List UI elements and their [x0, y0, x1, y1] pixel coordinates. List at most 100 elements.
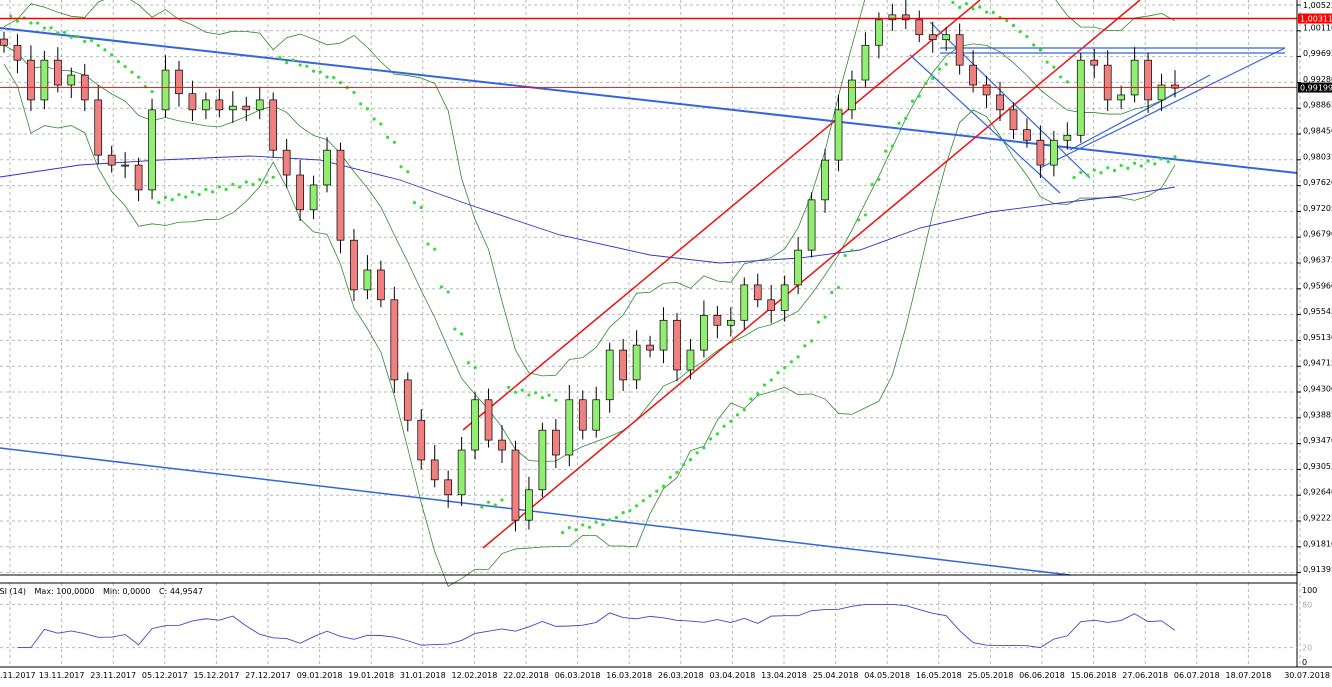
sar-dot [325, 75, 329, 79]
triangle-line-1 [1039, 47, 1286, 169]
candle-body [901, 14, 910, 21]
rsi-current: C: 44,9547 [159, 587, 203, 596]
sar-dot [1166, 160, 1170, 164]
candle-body [861, 44, 870, 81]
sar-dot [796, 355, 800, 359]
date-tick-label: 16.03.2018 [606, 671, 652, 680]
candle-body [1009, 109, 1018, 131]
sar-dot [466, 361, 470, 365]
sar-dot [803, 344, 807, 348]
sar-dot [614, 515, 619, 520]
sar-dot [237, 185, 242, 189]
sar-dot [991, 10, 995, 15]
sar-dot [1153, 162, 1157, 166]
candle-body [726, 319, 735, 326]
price-tick-label: 0,96375 [1303, 256, 1332, 265]
sar-dot [399, 165, 403, 169]
candle-body [350, 239, 358, 291]
sar-dot [729, 419, 733, 423]
date-tick-label: 27.12.2017 [245, 671, 291, 680]
candle-body [309, 184, 318, 211]
sar-dot [695, 451, 699, 455]
sar-dot [735, 413, 740, 417]
date-tick-label: 25.05.2018 [967, 671, 1013, 680]
sar-dot [1045, 60, 1049, 64]
sar-dot [917, 94, 921, 98]
sar-dot [460, 332, 464, 336]
sar-dot [493, 503, 497, 507]
sar-dot [1052, 65, 1056, 69]
sar-dot [365, 107, 370, 111]
sar-dot [1085, 173, 1090, 177]
rsi-tick-label: 20 [1302, 644, 1312, 653]
sar-dot [433, 247, 437, 251]
sar-dot [1139, 164, 1143, 168]
sar-dot [285, 61, 289, 65]
candle-body [942, 34, 951, 41]
sar-dot [419, 205, 423, 210]
sar-dot [621, 510, 625, 515]
trendlines[interactable] [0, 0, 1298, 576]
date-tick-label: 13.04.2018 [761, 671, 807, 680]
candle-body [13, 44, 22, 61]
sar-dot [224, 187, 228, 191]
candle-body [767, 299, 776, 311]
date-tick-label: 27.06.2018 [1122, 671, 1168, 680]
candle-body [498, 439, 506, 451]
candle-body [323, 149, 331, 186]
candle-body [161, 69, 170, 111]
sar-dot [836, 285, 841, 290]
price-tick-label: 0,99695 [1303, 49, 1332, 58]
sar-dot [103, 48, 107, 52]
sar-dot [816, 320, 820, 324]
sar-dot [958, 5, 962, 10]
candle-body [578, 399, 587, 431]
sar-dot [1092, 168, 1096, 172]
sar-dot [709, 437, 713, 441]
sar-dot [944, 62, 948, 66]
bollinger-upper [3, 0, 1176, 377]
sar-dot [937, 67, 942, 71]
sar-dot [1065, 80, 1069, 84]
horizontal-levels[interactable]: 1,00311 0,99199 [0, 13, 1332, 93]
sar-dot [453, 327, 457, 331]
sar-dot [1146, 159, 1150, 163]
sar-dot [62, 30, 67, 34]
candle-body [1050, 139, 1058, 166]
candle-body [121, 164, 129, 167]
sar-dot [668, 475, 672, 479]
candle-body [67, 74, 76, 86]
price-tick-label: 0,91395 [1303, 565, 1332, 574]
date-tick-label: 18.07.2018 [1225, 671, 1271, 680]
candle-body [996, 94, 1004, 111]
candles [0, 0, 1179, 532]
candle-body [1090, 59, 1099, 66]
sar-dot [513, 390, 518, 394]
date-tick-label: 13.11.2017 [39, 671, 85, 680]
date-tick-label: 06.03.2018 [555, 671, 601, 680]
candle-body [565, 399, 574, 456]
sar-dot [170, 198, 174, 202]
candle-body [269, 99, 278, 151]
rsi-tick-label: 100 [1302, 586, 1317, 595]
candle-body [753, 284, 762, 301]
moving-average [0, 155, 1176, 264]
sar-dot [1173, 155, 1177, 159]
sar-dot [756, 392, 760, 396]
sar-dot [749, 397, 753, 401]
price-tick-label: 0,94715 [1303, 359, 1332, 368]
date-tick-label: 30.07.2018 [1284, 671, 1330, 680]
sar-dot [1072, 175, 1076, 180]
candle-body [107, 154, 116, 166]
sar-dot [163, 195, 168, 199]
sar-dot [1038, 48, 1043, 52]
sar-dot [857, 218, 861, 222]
candle-body [1117, 94, 1126, 101]
sar-dot [534, 391, 538, 395]
